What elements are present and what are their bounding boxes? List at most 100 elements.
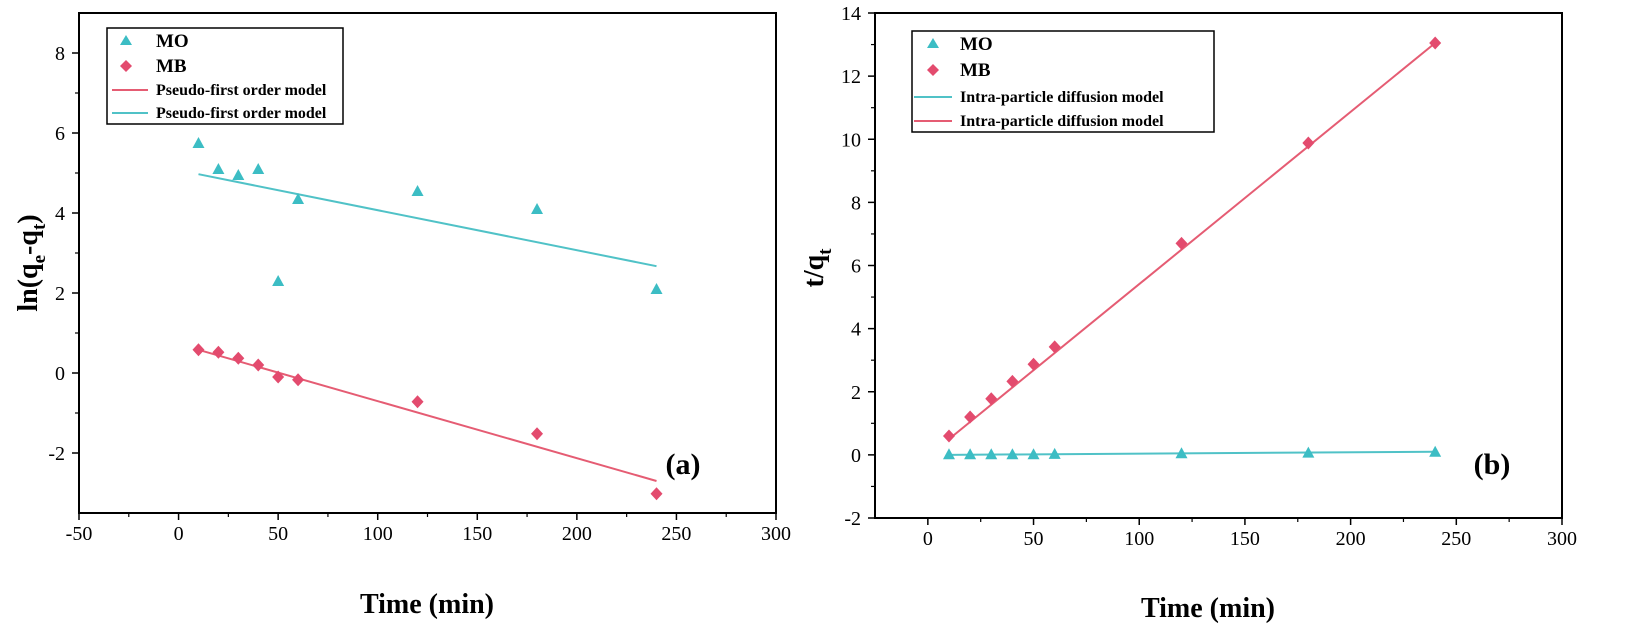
point-mo-a-7 xyxy=(531,203,544,214)
legend-box-b xyxy=(911,30,1215,133)
point-mo-a-8 xyxy=(650,283,663,294)
x-tick-label-a-4: 150 xyxy=(462,523,492,545)
y-tick-label-a-3: 4 xyxy=(55,203,65,225)
x-tick-label-a-0: -50 xyxy=(66,523,93,545)
point-mo-b-3 xyxy=(1006,448,1019,460)
fit-line-b-1 xyxy=(948,42,1436,440)
point-mb-a-5 xyxy=(292,373,305,387)
point-mb-a-1 xyxy=(212,345,225,359)
x-tick-label-a-6: 250 xyxy=(661,523,691,545)
y-tick-label-b-3: 4 xyxy=(851,319,861,341)
point-mo-a-4 xyxy=(272,275,285,286)
point-mo-b-8 xyxy=(1429,445,1442,457)
legend-label-mb-a: MB xyxy=(156,56,187,77)
point-mo-a-3 xyxy=(252,163,265,174)
point-mb-a-6 xyxy=(411,395,424,409)
point-mb-a-0 xyxy=(192,343,205,357)
x-tick-label-b-3: 150 xyxy=(1230,528,1260,550)
legend-marker-mo-a xyxy=(120,35,132,45)
legend-label-mo-b: MO xyxy=(960,34,993,55)
legend-a: MO MB Pseudo-first order model Pseudo-fi… xyxy=(106,27,344,125)
chart-panel-b: 0 50 100 150 200 250 300 -2 0 2 4 6 8 10 12 14 Time (mi… xyxy=(799,3,1577,624)
legend-label-fit-mo-b: Intra-particle diffusion model xyxy=(960,89,1164,106)
y-tick-label-b-0: -2 xyxy=(844,508,861,530)
y-tick-label-b-7: 12 xyxy=(841,66,861,88)
fit-lines-b xyxy=(948,42,1436,456)
x-axis-title-b: Time (min) xyxy=(1141,593,1275,624)
y-tick-label-b-6: 10 xyxy=(841,129,861,151)
legend-box-a xyxy=(106,27,344,125)
points-b xyxy=(942,36,1442,460)
ticks-a: -50 0 50 100 150 200 250 300 -2 0 2 4 6 8 xyxy=(48,43,791,545)
point-mo-b-1 xyxy=(964,448,977,460)
y-tick-label-a-4: 6 xyxy=(55,123,65,145)
point-mo-b-7 xyxy=(1302,446,1315,458)
y-tick-label-a-0: -2 xyxy=(48,443,65,465)
x-tick-label-b-2: 100 xyxy=(1124,528,1154,550)
point-mo-b-6 xyxy=(1175,447,1188,459)
y-tick-label-a-2: 2 xyxy=(55,283,65,305)
point-mb-b-3 xyxy=(1006,374,1019,388)
point-mb-b-2 xyxy=(985,392,998,406)
x-tick-label-a-2: 50 xyxy=(268,523,288,545)
point-mo-a-0 xyxy=(192,137,205,148)
panel-label-a: (a) xyxy=(666,448,701,481)
y-tick-label-b-1: 0 xyxy=(851,445,861,467)
point-mo-b-4 xyxy=(1027,448,1040,460)
x-tick-label-b-0: 0 xyxy=(923,528,933,550)
ticks-b: 0 50 100 150 200 250 300 -2 0 2 4 6 8 10 12 14 xyxy=(841,3,1577,550)
legend-label-fit-mb-a: Pseudo-first order model xyxy=(156,82,327,99)
y-tick-label-b-4: 6 xyxy=(851,256,861,278)
y-tick-label-b-2: 2 xyxy=(851,382,861,404)
y-tick-label-b-5: 8 xyxy=(851,192,861,214)
points-a xyxy=(192,137,663,501)
y-tick-label-a-5: 8 xyxy=(55,43,65,65)
point-mo-a-5 xyxy=(292,193,305,204)
x-tick-label-a-3: 100 xyxy=(363,523,393,545)
y-tick-label-b-8: 14 xyxy=(841,3,861,25)
point-mo-a-6 xyxy=(411,185,424,196)
point-mo-b-5 xyxy=(1048,447,1061,459)
y-tick-label-a-1: 0 xyxy=(55,363,65,385)
fit-line-a-0 xyxy=(198,348,657,482)
point-mb-a-4 xyxy=(272,370,285,384)
point-mb-a-7 xyxy=(531,427,544,441)
legend-marker-mb-a xyxy=(120,60,132,72)
fit-line-a-1 xyxy=(198,173,657,268)
fit-line-b-0 xyxy=(948,450,1436,456)
point-mb-b-0 xyxy=(942,429,955,443)
legend-label-mb-b: MB xyxy=(960,60,991,81)
legend-marker-mb-b xyxy=(927,64,939,76)
point-mb-a-8 xyxy=(650,487,663,501)
point-mb-b-7 xyxy=(1302,136,1315,150)
legend-marker-mo-b xyxy=(927,38,939,48)
fit-lines-a xyxy=(198,173,657,482)
point-mo-b-0 xyxy=(942,448,955,460)
x-tick-label-b-6: 300 xyxy=(1547,528,1577,550)
y-axis-title-b: t/qt xyxy=(799,248,836,288)
point-mo-a-2 xyxy=(232,169,245,180)
point-mb-b-8 xyxy=(1429,36,1442,50)
legend-label-fit-mo-a: Pseudo-first order model xyxy=(156,105,327,122)
x-tick-label-a-1: 0 xyxy=(174,523,184,545)
point-mb-b-4 xyxy=(1027,357,1040,371)
y-axis-title-a: ln(qe-qt) xyxy=(13,214,50,311)
legend-label-fit-mb-b: Intra-particle diffusion model xyxy=(960,113,1164,130)
point-mb-b-6 xyxy=(1175,236,1188,250)
x-axis-title-a: Time (min) xyxy=(360,589,494,620)
point-mb-a-2 xyxy=(232,351,245,365)
panel-label-b: (b) xyxy=(1474,448,1511,481)
point-mb-a-3 xyxy=(252,358,265,372)
point-mo-a-1 xyxy=(212,163,225,174)
x-tick-label-b-1: 50 xyxy=(1024,528,1044,550)
point-mb-b-1 xyxy=(964,410,977,424)
x-tick-label-b-4: 200 xyxy=(1336,528,1366,550)
x-tick-label-a-5: 200 xyxy=(562,523,592,545)
legend-b: MO MB Intra-particle diffusion model Int… xyxy=(911,30,1215,133)
x-tick-label-a-7: 300 xyxy=(761,523,791,545)
point-mb-b-5 xyxy=(1048,340,1061,354)
point-mo-b-2 xyxy=(985,448,998,460)
x-tick-label-b-5: 250 xyxy=(1441,528,1471,550)
